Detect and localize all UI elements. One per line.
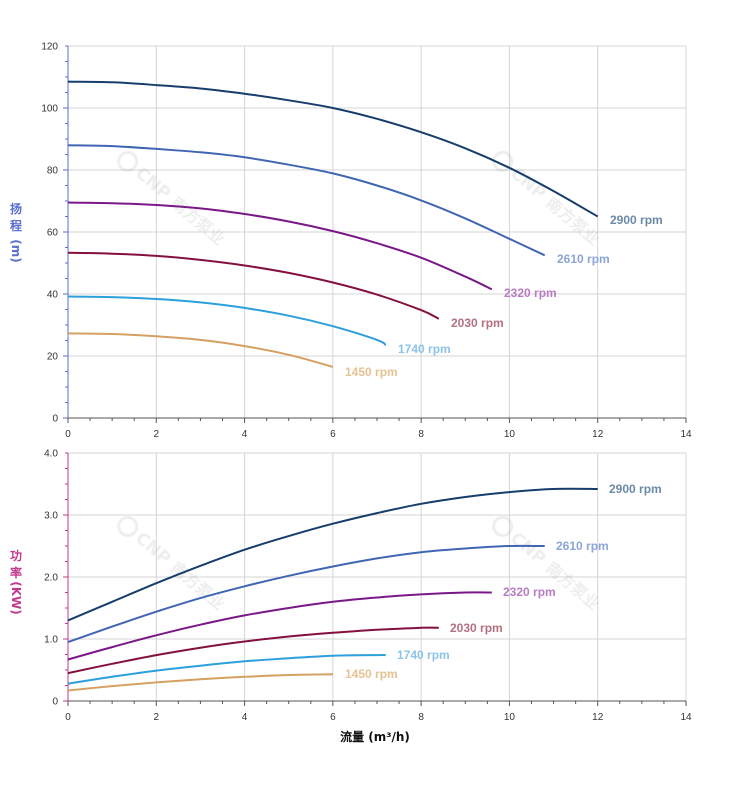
series-label-2900-rpm: 2900 rpm: [609, 482, 662, 496]
y-tick-label: 80: [47, 166, 59, 177]
series-label-2610-rpm: 2610 rpm: [556, 539, 609, 553]
watermark-brand: CNP: [506, 529, 549, 570]
series-lines: [67, 80, 599, 692]
x-tick-label: 10: [504, 429, 516, 440]
y-tick-label: 0: [52, 697, 58, 708]
x-tick-label: 8: [418, 429, 424, 440]
y-axis-title: 功: [10, 548, 22, 563]
x-axis-title: 流量 (m³/h): [340, 729, 410, 744]
series-label-1740-rpm: 1740 rpm: [397, 648, 450, 662]
series-line-2610-rpm: [67, 144, 546, 257]
y-axis-title: 程: [10, 218, 22, 233]
watermark-brand: CNP: [131, 529, 174, 570]
series-line-2900-rpm: [67, 487, 598, 622]
x-tick-label: 12: [592, 429, 604, 440]
watermark-logo-icon: [117, 150, 139, 172]
grid-lines: [67, 45, 687, 702]
y-tick-label: 1.0: [44, 635, 58, 646]
x-tick-label: 2: [154, 429, 160, 440]
series-line-2900-rpm: [67, 80, 599, 218]
x-tick-label: 8: [418, 712, 424, 723]
x-tick-label: 2: [154, 712, 160, 723]
x-tick-label: 14: [680, 429, 692, 440]
x-tick-label: 0: [65, 429, 71, 440]
x-tick-label: 10: [504, 712, 516, 723]
watermark-company: 南方泵业: [167, 193, 228, 249]
x-tick-label: 0: [65, 712, 71, 723]
x-tick-label: 4: [242, 429, 248, 440]
y-axis-title: 扬: [10, 201, 22, 216]
y-tick-label: 60: [47, 228, 59, 239]
series-label-2900-rpm: 2900 rpm: [610, 213, 663, 227]
y-tick-label: 40: [47, 290, 59, 301]
series-label-2320-rpm: 2320 rpm: [504, 286, 557, 300]
series-label-1450-rpm: 1450 rpm: [345, 667, 398, 681]
y-tick-label: 3.0: [44, 511, 58, 522]
y-tick-label: 2.0: [44, 573, 58, 584]
x-tick-label: 6: [330, 712, 336, 723]
series-line-2320-rpm: [67, 201, 493, 291]
watermark-logo-icon: [492, 515, 514, 537]
y-tick-label: 4.0: [44, 449, 58, 460]
series-label-1450-rpm: 1450 rpm: [345, 365, 398, 379]
series-line-2320-rpm: [67, 591, 492, 661]
series-line-1450-rpm: [67, 332, 334, 368]
x-tick-label: 4: [242, 712, 248, 723]
axes: [63, 45, 687, 706]
y-tick-label: 0: [52, 414, 58, 425]
x-tick-label: 6: [330, 429, 336, 440]
series-label-2610-rpm: 2610 rpm: [557, 252, 610, 266]
series-label-1740-rpm: 1740 rpm: [398, 342, 451, 356]
y-axis-title: 率: [10, 565, 22, 580]
y-tick-label: 100: [41, 104, 58, 115]
series-label-2030-rpm: 2030 rpm: [451, 316, 504, 330]
watermark-logo-icon: [117, 515, 139, 537]
series-line-1740-rpm: [67, 295, 387, 346]
y-tick-label: 120: [41, 42, 58, 53]
series-label-2030-rpm: 2030 rpm: [450, 621, 503, 635]
series-line-1450-rpm: [67, 673, 333, 692]
y-axis-title-unit: (m): [9, 239, 23, 262]
y-tick-label: 20: [47, 352, 59, 363]
x-tick-label: 14: [680, 712, 692, 723]
y-axis-title-unit: (KW): [9, 581, 23, 615]
x-tick-label: 12: [592, 712, 604, 723]
series-line-2030-rpm: [67, 626, 439, 675]
series-line-1740-rpm: [67, 654, 386, 685]
series-line-2030-rpm: [67, 251, 440, 320]
series-line-2610-rpm: [67, 544, 545, 644]
series-label-2320-rpm: 2320 rpm: [503, 585, 556, 599]
